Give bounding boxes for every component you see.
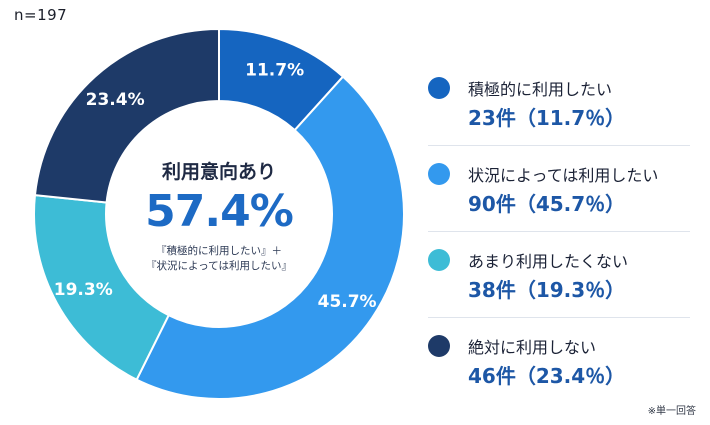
slice-label: 19.3% <box>54 280 113 300</box>
legend-item: 積極的に利用したい 23件（11.7％） <box>428 60 690 146</box>
legend-label: 絶対に利用しない <box>468 338 597 357</box>
center-title: 利用意向あり <box>161 161 276 183</box>
legend-count: 38件（19.3％） <box>468 278 626 302</box>
legend-label: 状況によっては利用したい <box>468 166 659 185</box>
center-note-line-1: 『積極的に利用したい』＋ <box>156 245 282 257</box>
legend-count: 23件（11.7％） <box>468 106 626 130</box>
legend-item: あまり利用したくない 38件（19.3％） <box>428 232 690 318</box>
legend-item: 絶対に利用しない 46件（23.4％） <box>428 318 690 403</box>
legend-count: 46件（23.4％） <box>468 364 626 388</box>
slice-label: 11.7% <box>245 60 304 80</box>
sample-size-label: n=197 <box>14 6 68 24</box>
legend-swatch <box>428 249 450 271</box>
center-note: 『積極的に利用したい』＋ 『状況によっては利用したい』 <box>104 244 334 274</box>
legend-swatch <box>428 335 450 357</box>
legend-label: あまり利用したくない <box>468 252 629 271</box>
legend-item: 状況によっては利用したい 90件（45.7％） <box>428 146 690 232</box>
legend-swatch <box>428 77 450 99</box>
legend-label: 積極的に利用したい <box>468 80 613 99</box>
slice-label: 45.7% <box>318 292 377 312</box>
legend: 積極的に利用したい 23件（11.7％） 状況によっては利用したい 90件（45… <box>428 60 690 403</box>
slice-label: 23.4% <box>86 90 145 110</box>
footnote: ※単一回答 <box>647 406 696 417</box>
legend-swatch <box>428 163 450 185</box>
center-note-line-2: 『状況によっては利用したい』 <box>146 260 292 272</box>
donut-chart: 11.7% 45.7% 19.3% 23.4% <box>33 27 405 400</box>
center-value: 57.4% <box>145 186 294 237</box>
donut-slice <box>135 75 405 400</box>
legend-count: 90件（45.7％） <box>468 192 626 216</box>
donut-hole <box>107 102 331 326</box>
donut-slice <box>33 27 220 204</box>
